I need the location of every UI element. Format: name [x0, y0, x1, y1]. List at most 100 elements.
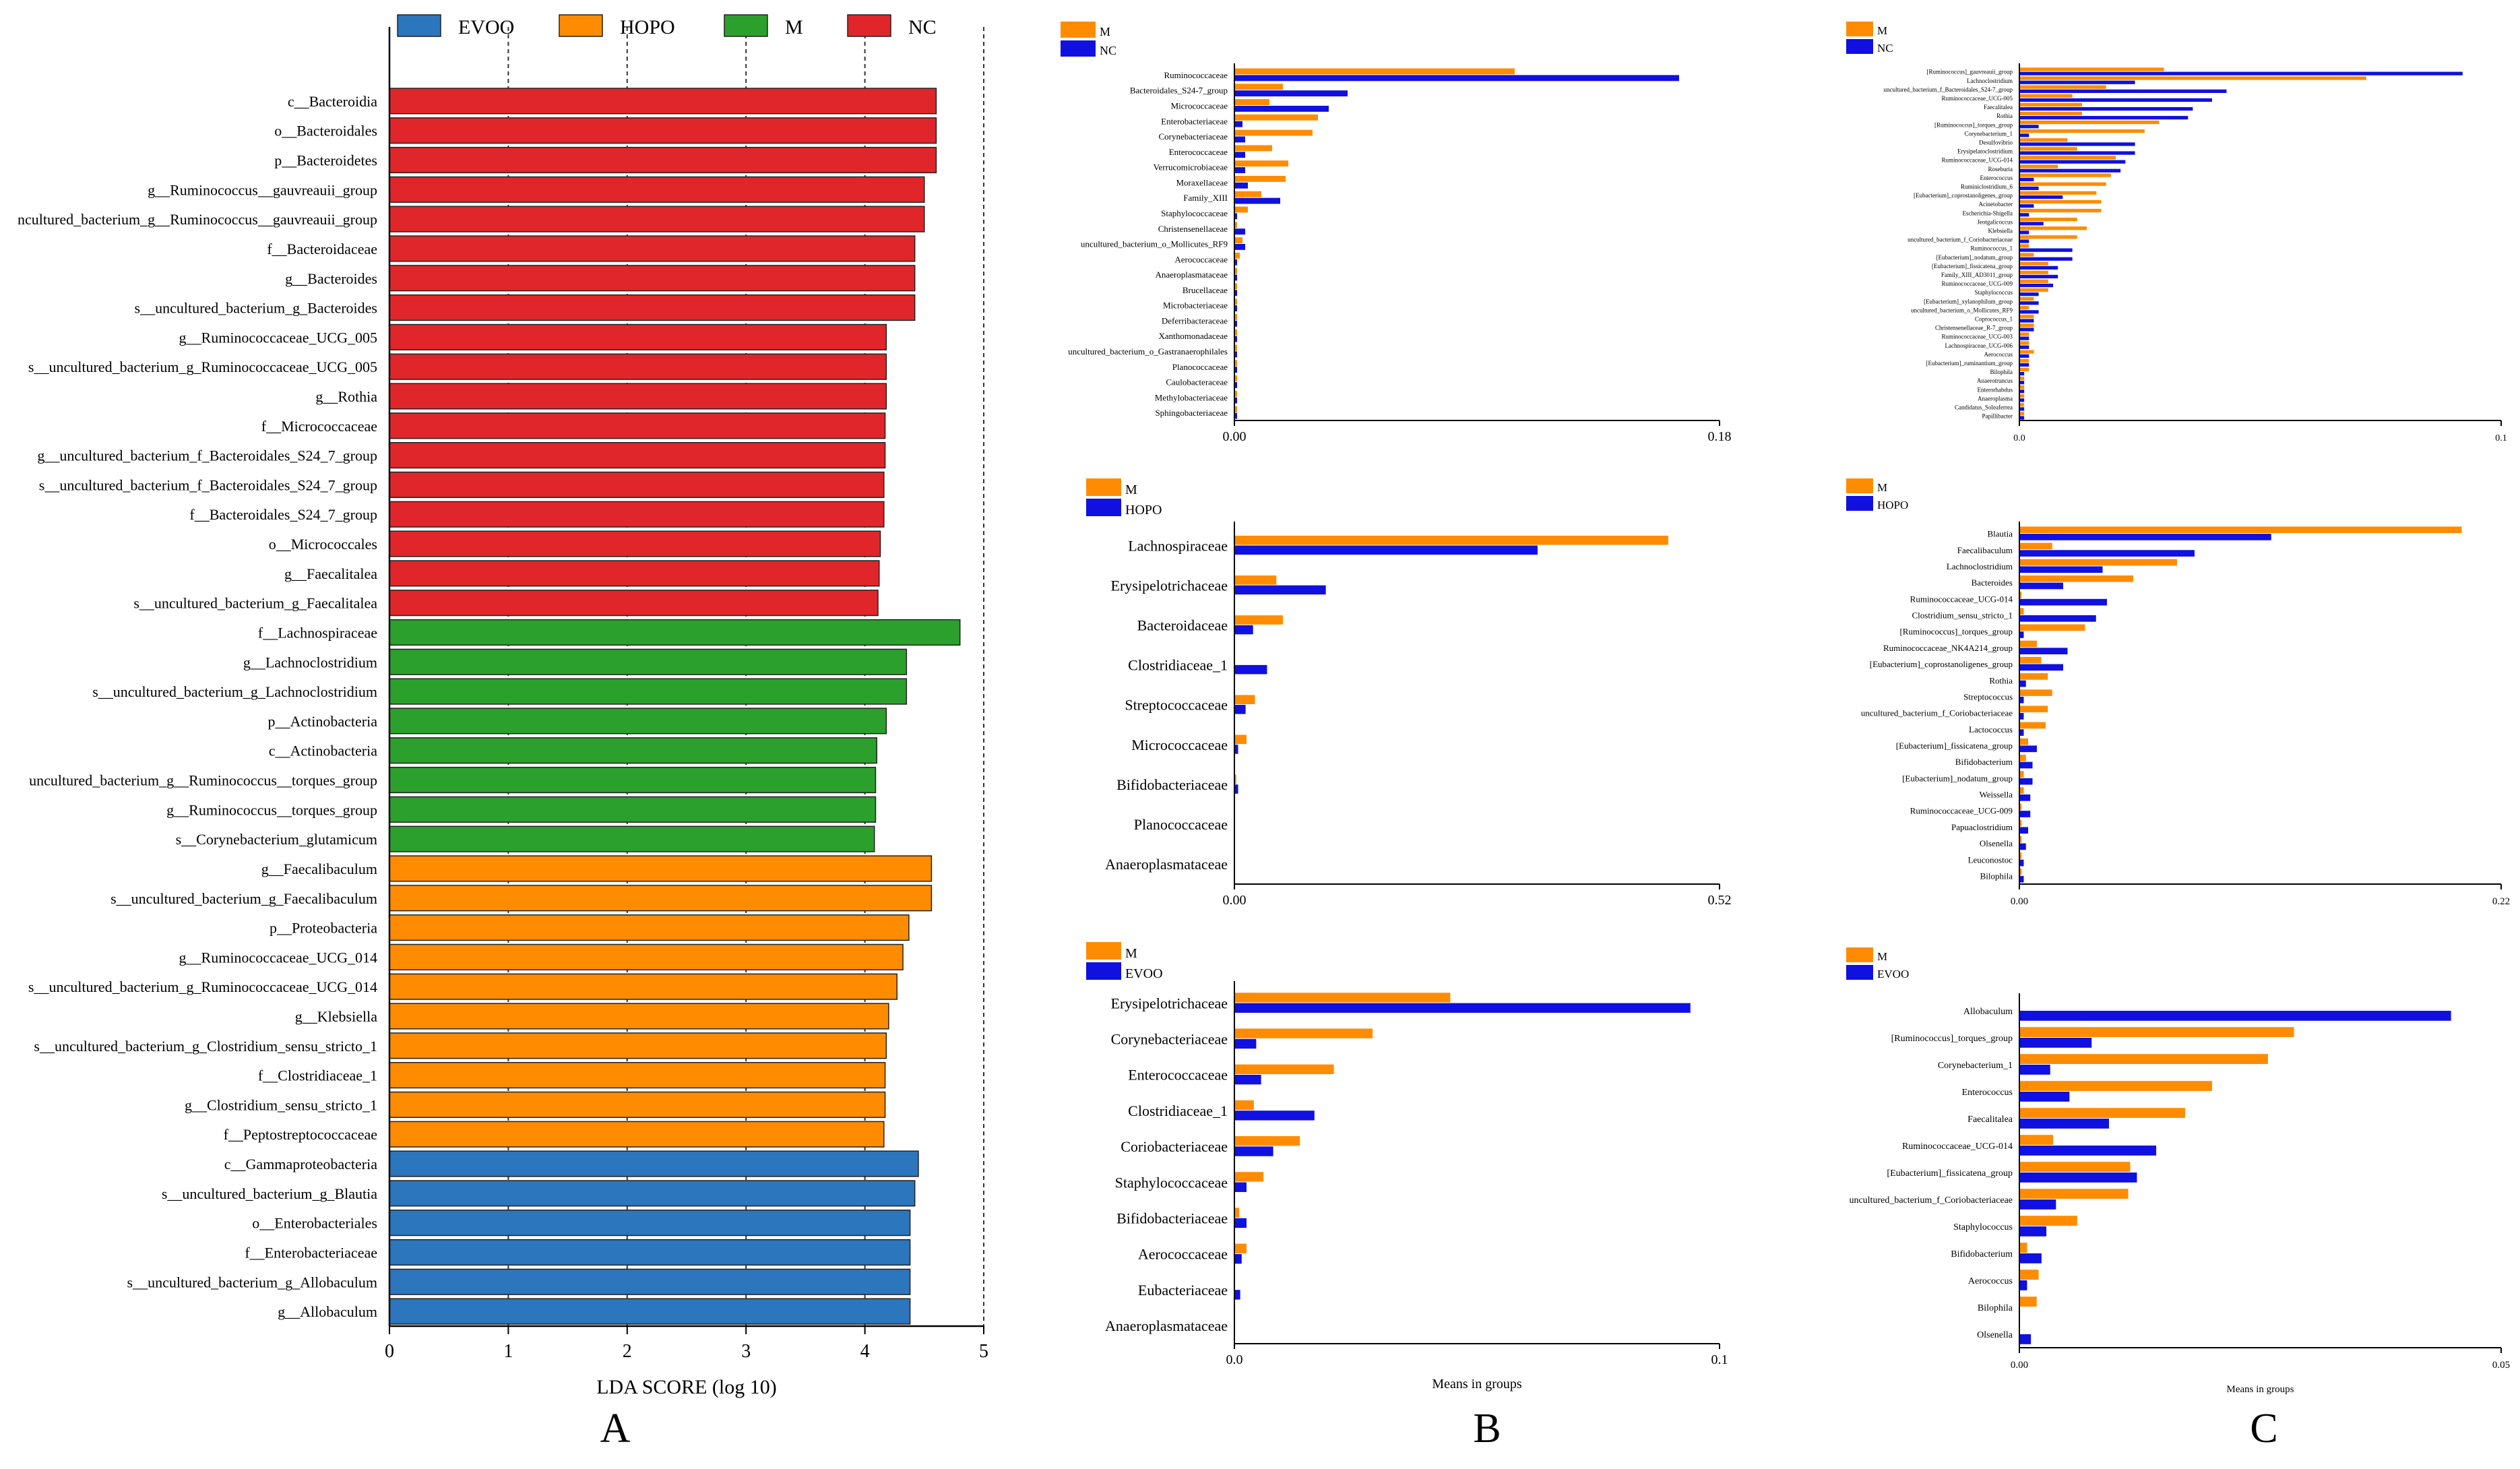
bar-m	[2019, 403, 2025, 407]
lda-bar	[389, 117, 937, 144]
bar-nc	[2019, 204, 2034, 208]
category-label: Ruminococcaceae	[1164, 70, 1228, 80]
category-label: [Eubacterium]_nodatum_group	[1902, 773, 2013, 783]
lda-bar-label: o__Bacteroidales	[274, 123, 377, 139]
category-label: Allobaculum	[1963, 1007, 2013, 1017]
category-label: Microbacteriaceae	[1163, 301, 1228, 311]
panel-b1-m-vs-nc-chart: M NC Ruminococcaceae Bacteroidales_S24-7_gr…	[1061, 22, 1732, 444]
bar-nc	[1234, 228, 1245, 235]
bar-nc	[2019, 125, 2039, 129]
legend-swatch	[1846, 947, 1873, 962]
bar-nc	[2019, 98, 2212, 102]
lda-bar	[389, 176, 925, 203]
category-label: Family_XIII_AD3011_group	[1941, 272, 2013, 278]
bar-nc	[2019, 106, 2193, 111]
category-label: Brucellaceae	[1183, 285, 1228, 295]
bar-evoo	[2019, 1038, 2092, 1048]
lda-bar-label: s__Corynebacterium_glutamicum	[176, 831, 377, 848]
lda-bar-label: s__uncultured_bacterium_f_Bacteroidales_…	[39, 476, 377, 493]
category-label: Rothia	[1989, 675, 2013, 685]
bar-evoo	[2019, 1011, 2451, 1021]
bar-evoo	[2019, 1253, 2042, 1263]
category-label: Bifidobacteriaceae	[1116, 776, 1228, 793]
category-label: Rothia	[1996, 113, 2013, 119]
bar-nc	[2019, 248, 2073, 252]
bar-m	[2019, 306, 2029, 310]
bar-m	[2019, 771, 2024, 778]
bar-nc	[2019, 398, 2025, 402]
x-tick-label: 0.00	[2011, 1360, 2028, 1371]
category-label: Streptococcus	[1963, 691, 2013, 701]
bar-m	[2019, 85, 2106, 89]
bar-m	[2019, 575, 2133, 582]
lda-bar	[389, 1150, 919, 1177]
legend-swatch	[1846, 965, 1873, 980]
lda-bar	[389, 1121, 885, 1148]
bar-m	[1234, 268, 1237, 274]
category-label: Lachnospiraceae_UCG-006	[1945, 342, 2013, 349]
category-label: Olsenella	[1980, 838, 2013, 848]
bar-nc	[1234, 90, 1348, 97]
category-label: Deferribacteraceae	[1162, 315, 1228, 325]
bar-nc	[2019, 310, 2039, 314]
lda-bar	[389, 678, 908, 705]
bar-m	[2019, 350, 2034, 354]
x-axis-label: Means in groups	[2227, 1384, 2294, 1395]
bar-m	[2019, 173, 2111, 177]
category-label: Corynebacterium_1	[1938, 1061, 2013, 1071]
bar-nc	[2019, 371, 2025, 376]
bar-m	[2019, 869, 2022, 875]
category-label: Corynebacteriaceae	[1111, 1031, 1228, 1048]
legend-label: M	[1125, 946, 1137, 961]
bar-nc	[1234, 167, 1245, 173]
bar-evoo	[2019, 1173, 2137, 1183]
bar-hopo	[2019, 843, 2026, 850]
bar-m	[1234, 206, 1248, 213]
lda-bar-label: f__Bacteroidales_S24_7_group	[189, 506, 377, 523]
bar-nc	[1234, 274, 1237, 281]
category-label: Enterobacteriaceae	[1161, 116, 1228, 126]
lda-bar	[389, 1210, 911, 1237]
category-label: uncultured_bacterium_o_Gastranaerophilal…	[1068, 346, 1228, 356]
bar-nc	[2019, 336, 2029, 340]
bar-m	[2019, 689, 2052, 696]
bar-m	[2019, 836, 2022, 843]
category-label: Lachnoclostridium	[1947, 561, 2013, 571]
bar-m	[2019, 412, 2025, 416]
bar-nc	[2019, 230, 2029, 235]
bar-m	[2019, 208, 2102, 213]
bar-m	[1234, 129, 1313, 136]
category-label: Erysipelotrichaceae	[1111, 995, 1228, 1011]
bar-hopo	[2019, 811, 2031, 817]
bar-nc	[2019, 389, 2025, 394]
lda-bar-label: g__Allobaculum	[278, 1303, 377, 1320]
category-label: Clostridium_sensu_stricto_1	[1912, 611, 2013, 621]
lda-bar	[389, 294, 916, 321]
x-tick-label: 1	[503, 1341, 513, 1362]
category-label: uncultured_bacterium_f_Bacteroidales_S24…	[1884, 86, 2013, 93]
bar-nc	[2019, 222, 2044, 226]
category-label: [Ruminococcus]_gauvreauii_group	[1927, 69, 2013, 75]
bar-m	[2019, 138, 2068, 142]
bar-m	[1234, 314, 1237, 320]
lda-bar	[389, 973, 897, 1000]
category-label: Erysipelotrichaceae	[1111, 577, 1228, 594]
lda-bar	[389, 206, 925, 232]
lda-bar-label: c__Bacteroidia	[288, 93, 377, 110]
category-label: [Eubacterium]_fissicatena_group	[1896, 741, 2013, 751]
bar-m	[1234, 84, 1283, 90]
bar-m	[2019, 129, 2145, 133]
bar-m	[1234, 1064, 1334, 1074]
lda-bar	[389, 1268, 911, 1295]
lda-bar-label: g__Rothia	[315, 388, 377, 405]
bar-m	[2019, 367, 2029, 371]
bar-m	[2019, 819, 2022, 827]
bar-evoo	[1234, 1146, 1273, 1156]
bar-m	[2019, 323, 2034, 327]
bar-hopo	[2019, 534, 2271, 540]
bar-nc	[1234, 336, 1237, 342]
category-label: uncultured_bacterium_f_Coriobacteriaceae	[1908, 237, 2013, 243]
lda-bar	[389, 1180, 916, 1207]
lda-bar	[389, 1239, 911, 1266]
